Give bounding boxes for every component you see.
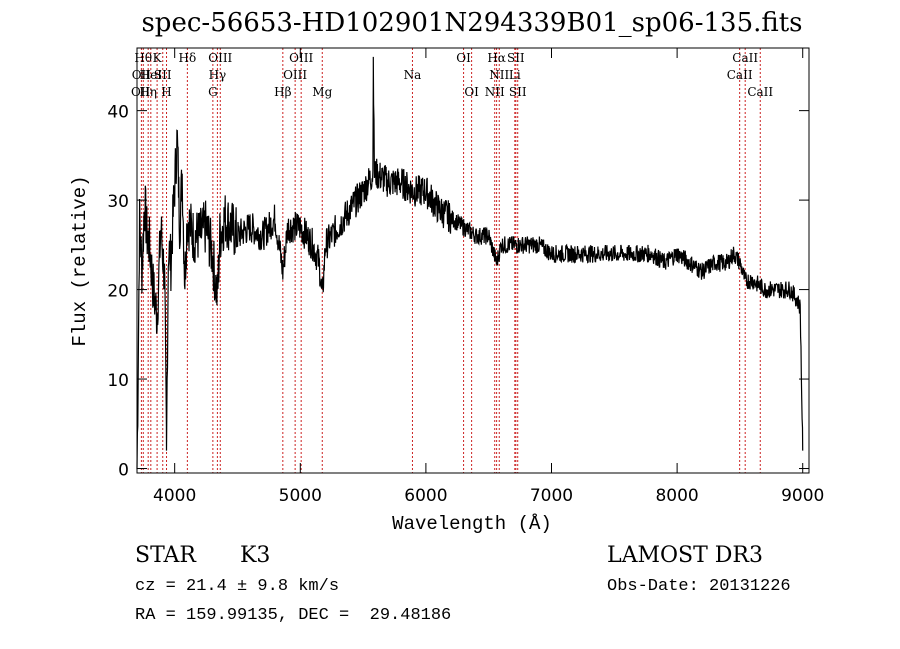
y-tick-label: 10: [107, 371, 129, 391]
line-label: Hη: [139, 85, 157, 99]
line-label: CaII: [727, 68, 753, 82]
line-label: HeI: [140, 68, 163, 82]
axis-ticks: [137, 48, 809, 473]
line-label: SII: [507, 51, 525, 65]
line-label: OIII: [289, 51, 313, 65]
x-tick-label: 9000: [781, 486, 824, 506]
line-label: Hα: [487, 51, 506, 65]
line-label: G: [208, 85, 218, 99]
line-label: OI: [456, 51, 471, 65]
object-class: STAR: [135, 543, 197, 568]
chart-title: spec-56653-HD102901N294339B01_sp06-135.f…: [141, 8, 802, 38]
line-label: Li: [509, 68, 521, 82]
x-tick-label: 4000: [153, 486, 196, 506]
line-label: Hβ: [274, 85, 291, 99]
y-tick-label: 30: [107, 192, 129, 212]
line-label: OIII: [283, 68, 307, 82]
spectrum-line: [136, 56, 804, 470]
line-label: OI: [464, 85, 479, 99]
line-label: K: [153, 51, 163, 65]
survey-name: LAMOST DR3: [607, 543, 763, 568]
line-label: Na: [404, 68, 422, 82]
line-label: H: [161, 85, 171, 99]
line-label: Hθ: [134, 51, 152, 65]
x-tick-label: 8000: [655, 486, 698, 506]
y-axis-label: Flux (relative): [69, 175, 91, 346]
line-label: Hγ: [209, 68, 227, 82]
coordinates: RA = 159.99135, DEC = 29.48186: [135, 606, 451, 625]
y-tick-label: 20: [107, 282, 129, 302]
redshift-info: cz = 21.4 ± 9.8 km/s: [135, 577, 339, 596]
x-tick-label: 5000: [279, 486, 322, 506]
line-label: OIII: [208, 51, 232, 65]
axis-tick-labels: 4000 5000 6000 7000 8000 9000 0 10 20 30 40: [107, 103, 824, 506]
line-label: CaII: [747, 85, 773, 99]
line-label: NII: [485, 85, 505, 99]
observation-date: Obs-Date: 20131226: [607, 577, 791, 596]
x-axis-label: Wavelength (Å): [392, 513, 552, 535]
line-label: OII: [131, 85, 151, 99]
line-label: Mg: [312, 85, 332, 99]
line-label: Hδ: [179, 51, 197, 65]
plot-frame: [136, 47, 810, 474]
line-label: NII: [489, 68, 509, 82]
line-label: CaII: [732, 51, 758, 65]
y-tick-label: 0: [118, 461, 129, 481]
line-label: SII: [154, 68, 172, 82]
x-tick-label: 7000: [530, 486, 573, 506]
object-subclass: K3: [240, 543, 270, 568]
x-tick-label: 6000: [404, 486, 447, 506]
y-tick-label: 40: [107, 103, 129, 123]
line-label: SII: [509, 85, 527, 99]
